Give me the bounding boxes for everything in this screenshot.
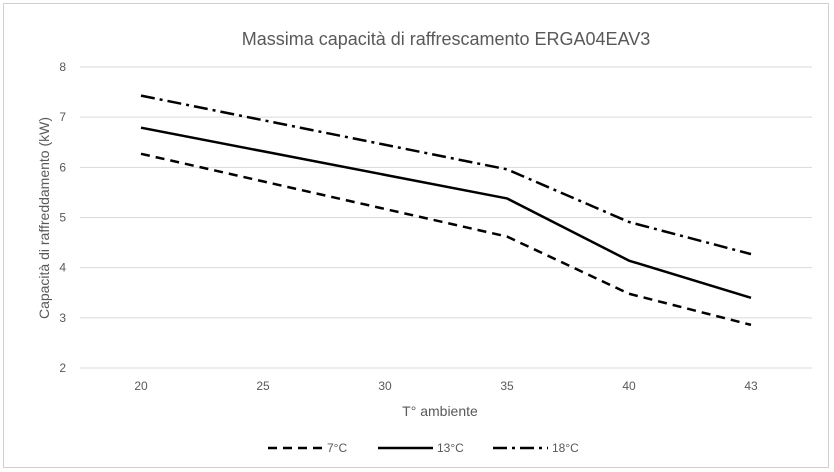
series-line-13°C (140, 126, 752, 299)
x-tick-label: 43 (744, 379, 758, 393)
legend: 7°C 13°C 18°C (268, 441, 579, 455)
y-tick-label: 6 (59, 160, 66, 174)
y-tick-label: 7 (59, 110, 66, 124)
x-tick-label: 25 (256, 379, 270, 393)
series-line-7°C (140, 152, 752, 327)
legend-label: 18°C (552, 441, 579, 455)
y-tick-label: 3 (59, 311, 66, 325)
x-tick-label: 20 (134, 379, 148, 393)
x-tick-label: 35 (500, 379, 514, 393)
gridlines (80, 66, 812, 369)
chart-title: Massima capacità di raffrescamento ERGA0… (242, 29, 651, 49)
y-tick-label: 2 (59, 361, 66, 375)
x-axis-label: T° ambiente (402, 403, 478, 419)
legend-label: 7°C (327, 441, 347, 455)
x-tick-label: 30 (378, 379, 392, 393)
x-tick-label: 40 (622, 379, 636, 393)
legend-label: 13°C (437, 441, 464, 455)
series-lines (140, 94, 752, 327)
y-tick-label: 4 (59, 261, 66, 275)
y-tick-label: 5 (59, 211, 66, 225)
y-tick-label: 8 (59, 60, 66, 74)
chart-frame (3, 3, 829, 468)
y-axis-ticks: 2 3 4 5 6 7 8 (59, 60, 66, 375)
y-axis-label: Capacità di raffreddamento (kW) (36, 117, 52, 319)
x-axis-ticks: 20 25 30 35 40 43 (134, 379, 758, 393)
